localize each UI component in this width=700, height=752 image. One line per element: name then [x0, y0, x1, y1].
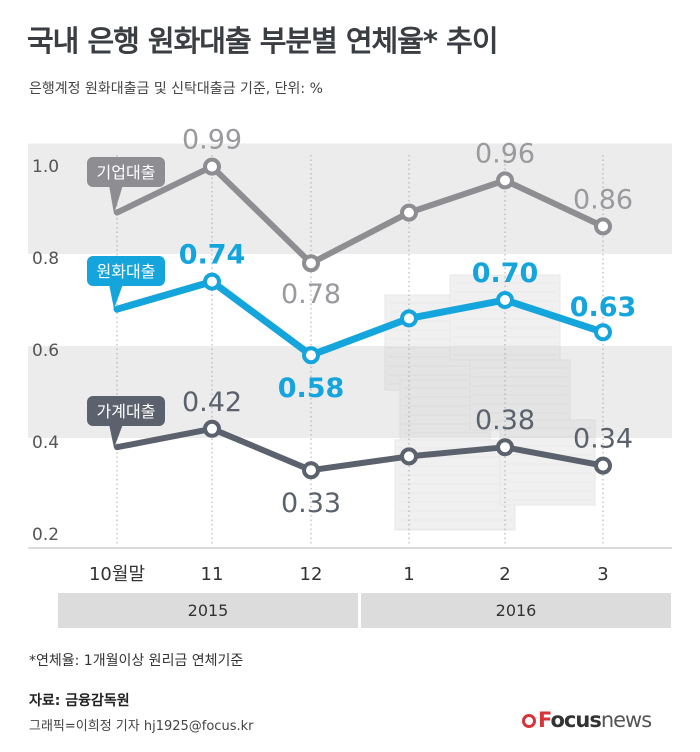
series-line-2: [114, 425, 606, 474]
series-badge: [87, 396, 165, 426]
x-tick-label: 10월말: [89, 564, 145, 585]
footnote: *연체율: 1개월이상 원리금 연체기준: [29, 653, 244, 669]
data-point: [496, 171, 514, 190]
data-point: [400, 309, 418, 328]
y-tick-label: 0.8: [32, 249, 59, 269]
data-label: 0.74: [179, 240, 246, 271]
data-point: [302, 254, 320, 273]
data-point: [496, 438, 514, 457]
data-label: 0.70: [472, 258, 539, 289]
source: 자료: 금융감독원: [29, 693, 130, 709]
data-label: 0.99: [182, 125, 242, 156]
series-badge-tail: [109, 185, 123, 214]
grid-band-0: [28, 438, 672, 530]
series-line-0: [114, 163, 606, 267]
data-point: [203, 419, 221, 438]
data-point: [594, 217, 612, 236]
year-label-2015: 2015: [58, 593, 358, 628]
chart-title: 국내 은행 원화대출 부분별 연체율* 추이: [27, 24, 499, 58]
x-tick-label: 1: [403, 564, 414, 585]
x-tick-label: 2: [499, 564, 510, 585]
y-tick-label: 0.6: [32, 341, 59, 361]
data-point: [496, 291, 514, 309]
credit: 그래픽=이희정 기자 hj1925@focus.kr: [29, 719, 254, 734]
y-tick-label: 0.2: [32, 525, 59, 545]
series-badge: [87, 256, 165, 286]
series-line-1: [113, 278, 607, 359]
series-name-1: 원화대출: [97, 262, 156, 281]
data-label: 0.42: [182, 387, 242, 418]
series-badge: [87, 157, 165, 187]
year-label-2016: 2016: [361, 593, 671, 628]
grid-band-4: [28, 143, 672, 162]
data-label: 0.58: [278, 373, 345, 404]
data-point: [400, 447, 418, 466]
logo-mark-icon: [522, 714, 536, 728]
data-point: [302, 461, 320, 480]
y-tick-label: 0.4: [32, 433, 59, 453]
x-tick-label: 3: [597, 564, 608, 585]
data-point: [400, 203, 418, 222]
data-label: 0.34: [573, 424, 633, 455]
data-point: [203, 272, 221, 291]
data-point: [203, 157, 221, 176]
data-label: 0.33: [281, 488, 341, 519]
grid-band-bottom: [28, 530, 672, 548]
data-label: 0.63: [570, 292, 637, 323]
y-tick-label: 1.0: [32, 157, 59, 177]
series-badge-tail: [109, 424, 123, 448]
x-tick-label: 11: [201, 564, 224, 585]
series-name-2: 가계대출: [97, 402, 156, 421]
focus-news-logo: Focusnews: [522, 708, 652, 732]
chart-subtitle: 은행계정 원화대출금 및 신탁대출금 기준, 단위: %: [29, 81, 323, 97]
data-label: 0.78: [281, 279, 341, 310]
data-point: [594, 456, 612, 475]
data-label: 0.96: [475, 138, 535, 169]
data-point: [594, 323, 612, 342]
data-label: 0.86: [573, 184, 633, 215]
x-tick-label: 12: [300, 564, 323, 585]
data-label: 0.38: [475, 405, 535, 436]
data-point: [302, 346, 320, 365]
series-name-0: 기업대출: [97, 163, 156, 182]
series-badge-tail: [109, 284, 123, 309]
